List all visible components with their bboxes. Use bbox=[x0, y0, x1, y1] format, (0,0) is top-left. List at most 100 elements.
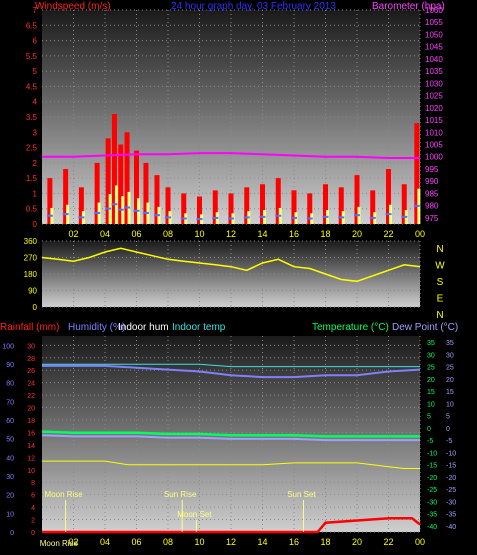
direction-tick-label: 90 bbox=[28, 287, 37, 296]
time-tick-label: 16 bbox=[289, 537, 299, 547]
direction-tick-label: 0 bbox=[33, 303, 38, 312]
time-tick-label: 06 bbox=[131, 229, 141, 239]
temperature-tick-label: 15 bbox=[427, 389, 435, 396]
event-label: Sun Rise bbox=[164, 490, 197, 499]
temperature-tick-label: -20 bbox=[427, 475, 437, 482]
time-tick-label: 12 bbox=[226, 229, 236, 239]
dew-point-tick-label: -30 bbox=[446, 499, 456, 506]
rainfall-tick-label: 22 bbox=[27, 393, 35, 400]
windspeed-tick-label: 3.5 bbox=[26, 113, 38, 122]
time-tick-label: 00 bbox=[415, 537, 425, 547]
windspeed-tick-label: 6.5 bbox=[26, 21, 38, 30]
windspeed-tick-label: 1.5 bbox=[26, 174, 38, 183]
humidity-axis-label: Humidity (%) bbox=[68, 322, 125, 333]
rainfall-tick-label: 8 bbox=[31, 480, 35, 487]
barometer-tick-label: 1055 bbox=[425, 18, 443, 27]
windspeed-tick-label: 1 bbox=[33, 189, 38, 198]
windspeed-tick-label: 4.5 bbox=[26, 82, 38, 91]
direction-tick-label: 270 bbox=[24, 254, 38, 263]
temperature-tick-label: 20 bbox=[427, 377, 435, 384]
dew-point-tick-label: -10 bbox=[446, 450, 456, 457]
temperature-axis-label: Temperature (°C) bbox=[312, 322, 389, 333]
time-tick-label: 22 bbox=[383, 229, 393, 239]
dew-point-tick-label: -40 bbox=[446, 524, 456, 531]
dew-point-tick-label: 20 bbox=[446, 377, 454, 384]
barometer-tick-label: 1050 bbox=[425, 30, 443, 39]
barometer-tick-label: 995 bbox=[425, 165, 439, 174]
axis-ticks: 0 0.5 1 1.5 2 2.5 3 3.5 4 4.5 5 5.5 6 6.5 7 975 980 985 99… bbox=[2, 6, 456, 548]
barometer-tick-label: 975 bbox=[425, 214, 439, 223]
compass-tick-label: S bbox=[437, 277, 444, 288]
humidity-tick-label: 50 bbox=[6, 437, 14, 444]
humidity-tick-label: 0 bbox=[10, 530, 14, 537]
event-label: Moon Rise bbox=[45, 490, 84, 499]
time-tick-label: 06 bbox=[131, 537, 141, 547]
temperature-tick-label: -40 bbox=[427, 524, 437, 531]
rainfall-tick-label: 0 bbox=[31, 530, 35, 537]
temperature-tick-label: 5 bbox=[427, 414, 431, 421]
humidity-tick-label: 80 bbox=[6, 381, 14, 388]
humidity-tick-label: 10 bbox=[6, 511, 14, 518]
humidity-tick-label: 100 bbox=[2, 343, 14, 350]
data-marks bbox=[41, 113, 421, 534]
time-tick-label: 02 bbox=[68, 229, 78, 239]
time-tick-label: 14 bbox=[257, 229, 267, 239]
windspeed-tick-label: 0 bbox=[33, 220, 38, 229]
dew-point-tick-label: -35 bbox=[446, 512, 456, 519]
rainfall-tick-label: 4 bbox=[31, 505, 35, 512]
event-label: Moon Set bbox=[177, 510, 212, 519]
barometer-tick-label: 1000 bbox=[425, 153, 443, 162]
humidity-tick-label: 30 bbox=[6, 474, 14, 481]
compass-tick-label: E bbox=[437, 294, 444, 305]
time-tick-label: 02 bbox=[68, 537, 78, 547]
barometer-tick-label: 1005 bbox=[425, 141, 443, 150]
dew-point-tick-label: 0 bbox=[446, 426, 450, 433]
time-tick-label: 04 bbox=[100, 537, 110, 547]
time-tick-label: 08 bbox=[163, 229, 173, 239]
humidity-tick-label: 70 bbox=[6, 399, 14, 406]
rainfall-tick-label: 30 bbox=[27, 343, 35, 350]
temperature-tick-label: -15 bbox=[427, 463, 437, 470]
rainfall-tick-label: 12 bbox=[27, 455, 35, 462]
windspeed-tick-label: 2 bbox=[33, 159, 38, 168]
time-tick-label: 18 bbox=[320, 537, 330, 547]
rainfall-tick-label: 10 bbox=[27, 468, 35, 475]
barometer-tick-label: 1020 bbox=[425, 104, 443, 113]
indoor-hum-label: Indoor hum bbox=[118, 322, 169, 333]
compass-tick-label: N bbox=[436, 244, 443, 255]
temperature-tick-label: -35 bbox=[427, 512, 437, 519]
windspeed-tick-label: 0.5 bbox=[26, 205, 38, 214]
windspeed-tick-label: 5.5 bbox=[26, 52, 38, 61]
rainfall-axis-label: Rainfall (mm) bbox=[0, 322, 59, 333]
rainfall-tick-label: 16 bbox=[27, 430, 35, 437]
dew-point-tick-label: 5 bbox=[446, 414, 450, 421]
indoor-temp-label: Indoor temp bbox=[172, 322, 226, 333]
windspeed-tick-label: 3 bbox=[33, 128, 38, 137]
dew-point-tick-label: 25 bbox=[446, 365, 454, 372]
dew-point-tick-label: 30 bbox=[446, 352, 454, 359]
event-label: Moon Rise bbox=[40, 539, 79, 548]
time-tick-label: 16 bbox=[289, 229, 299, 239]
barometer-tick-label: 990 bbox=[425, 177, 439, 186]
time-tick-label: 04 bbox=[100, 229, 110, 239]
compass-tick-label: W bbox=[435, 261, 445, 272]
barometer-tick-label: 1025 bbox=[425, 92, 443, 101]
temperature-line bbox=[41, 430, 420, 438]
time-tick-label: 12 bbox=[226, 537, 236, 547]
time-tick-label: 10 bbox=[194, 537, 204, 547]
windspeed-tick-label: 6 bbox=[33, 37, 38, 46]
barometer-tick-label: 1060 bbox=[425, 6, 443, 15]
event-label: Sun Set bbox=[287, 490, 316, 499]
chart-title: 24 hour graph day, 03 February 2013 bbox=[171, 1, 336, 12]
time-tick-label: 18 bbox=[320, 229, 330, 239]
temperature-tick-label: 10 bbox=[427, 401, 435, 408]
barometer-tick-label: 1030 bbox=[425, 79, 443, 88]
rainfall-tick-label: 14 bbox=[27, 443, 35, 450]
dew-point-axis-label: Dew Point (°C) bbox=[392, 322, 458, 333]
barometer-tick-label: 980 bbox=[425, 202, 439, 211]
rainfall-tick-label: 28 bbox=[27, 356, 35, 363]
time-tick-label: 22 bbox=[383, 537, 393, 547]
indoor-temp-line bbox=[42, 363, 420, 368]
barometer-tick-label: 1045 bbox=[425, 43, 443, 52]
dew-point-line bbox=[41, 434, 420, 442]
